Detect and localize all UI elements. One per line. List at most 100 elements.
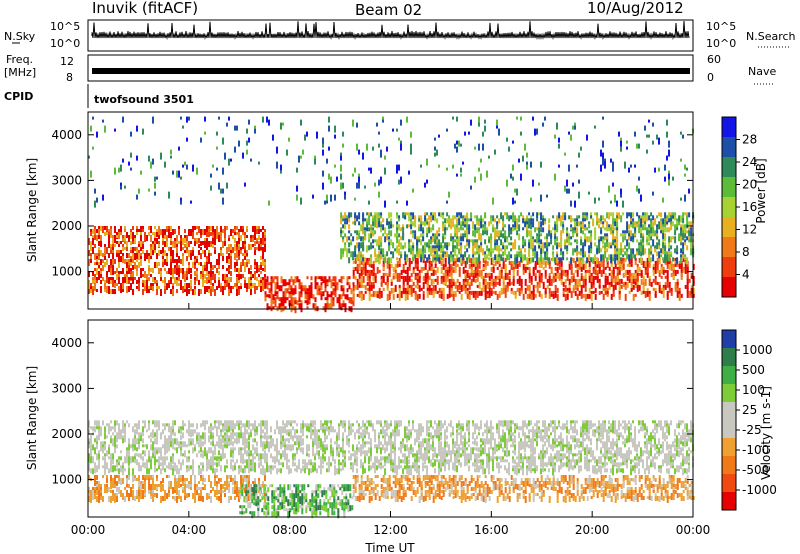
- data-cell: [466, 239, 469, 243]
- data-cell: [444, 242, 447, 249]
- data-cell: [178, 146, 180, 151]
- data-cell: [288, 291, 291, 297]
- data-cell: [432, 487, 435, 490]
- data-cell: [494, 278, 497, 284]
- data-cell: [460, 257, 463, 264]
- data-cell: [676, 245, 679, 252]
- data-cell: [554, 278, 557, 282]
- data-cell: [574, 239, 577, 243]
- cpid-panel: CPID twofsound 3501: [4, 84, 194, 108]
- data-cell: [650, 212, 653, 217]
- data-cell: [554, 487, 557, 491]
- data-cell: [170, 268, 172, 275]
- data-cell: [482, 490, 485, 493]
- data-cell: [267, 505, 270, 512]
- data-cell: [658, 224, 661, 230]
- data-cell: [644, 227, 647, 231]
- data-cell: [506, 245, 509, 250]
- data-cell: [352, 257, 355, 261]
- data-cell: [224, 487, 226, 492]
- data-cell: [130, 286, 132, 289]
- data-cell: [548, 293, 551, 299]
- data-cell: [374, 290, 377, 297]
- data-cell: [532, 236, 535, 240]
- data-cell: [634, 260, 637, 265]
- data-cell: [566, 287, 569, 293]
- data-cell: [216, 487, 218, 490]
- data-cell: [238, 490, 240, 494]
- data-cell: [560, 239, 563, 247]
- data-cell: [362, 152, 364, 160]
- data-cell: [616, 281, 619, 285]
- data-cell: [570, 290, 573, 298]
- data-cell: [160, 481, 162, 485]
- data-cell: [566, 188, 568, 194]
- data-cell: [472, 269, 475, 273]
- data-cell: [600, 248, 603, 253]
- data-cell: [354, 475, 357, 478]
- data-cell: [584, 215, 587, 221]
- data-cell: [297, 499, 300, 503]
- data-cell: [384, 487, 387, 492]
- data-cell: [474, 272, 477, 278]
- data-cell: [200, 235, 202, 238]
- data-cell: [138, 493, 140, 496]
- data-cell: [208, 241, 210, 247]
- data-cell: [116, 253, 118, 257]
- data-cell: [314, 297, 317, 303]
- data-cell: [172, 229, 174, 235]
- data-cell: [114, 259, 116, 264]
- data-cell: [546, 257, 549, 265]
- data-cell: [614, 218, 617, 224]
- data-cell: [106, 247, 108, 254]
- data-cell: [158, 235, 160, 239]
- data-cell: [676, 251, 679, 255]
- data-cell: [96, 475, 98, 480]
- data-cell: [620, 188, 622, 195]
- data-cell: [152, 487, 154, 492]
- data-cell: [200, 289, 202, 294]
- data-cell: [676, 263, 679, 267]
- data-cell: [438, 245, 441, 252]
- data-cell: [228, 244, 230, 249]
- data-cell: [484, 221, 487, 227]
- data-cell: [90, 259, 92, 263]
- data-cell: [604, 272, 607, 276]
- data-cell: [576, 221, 579, 227]
- data-cell: [126, 232, 128, 238]
- data-cell: [652, 122, 654, 127]
- data-cell: [656, 236, 659, 240]
- data-cell: [180, 197, 182, 203]
- data-cell: [556, 490, 559, 495]
- data-cell: [426, 257, 429, 263]
- data-cell: [344, 194, 346, 200]
- data-cell: [301, 502, 304, 507]
- data-cell: [118, 265, 120, 268]
- data-cell: [370, 224, 373, 230]
- data-cell: [236, 268, 238, 272]
- data-cell: [356, 263, 359, 267]
- data-cell: [176, 235, 178, 242]
- data-cell: [506, 179, 508, 187]
- data-cell: [250, 289, 252, 295]
- data-cell: [253, 490, 256, 497]
- data-cell: [380, 152, 382, 158]
- data-cell: [283, 499, 286, 505]
- data-cell: [666, 155, 668, 161]
- data-cell: [110, 289, 112, 294]
- data-cell: [424, 221, 427, 227]
- data-cell: [424, 496, 427, 501]
- data-cell: [582, 263, 585, 270]
- data-cell: [258, 490, 260, 493]
- data-cell: [158, 244, 160, 247]
- data-cell: [414, 230, 417, 234]
- data-cell: [210, 286, 212, 291]
- data-cell: [640, 251, 643, 257]
- data-cell: [204, 250, 206, 257]
- data-cell: [516, 269, 519, 276]
- data-cell: [576, 227, 579, 232]
- data-cell: [366, 212, 369, 216]
- data-cell: [294, 306, 297, 314]
- data-cell: [540, 254, 543, 262]
- data-cell: [186, 164, 188, 170]
